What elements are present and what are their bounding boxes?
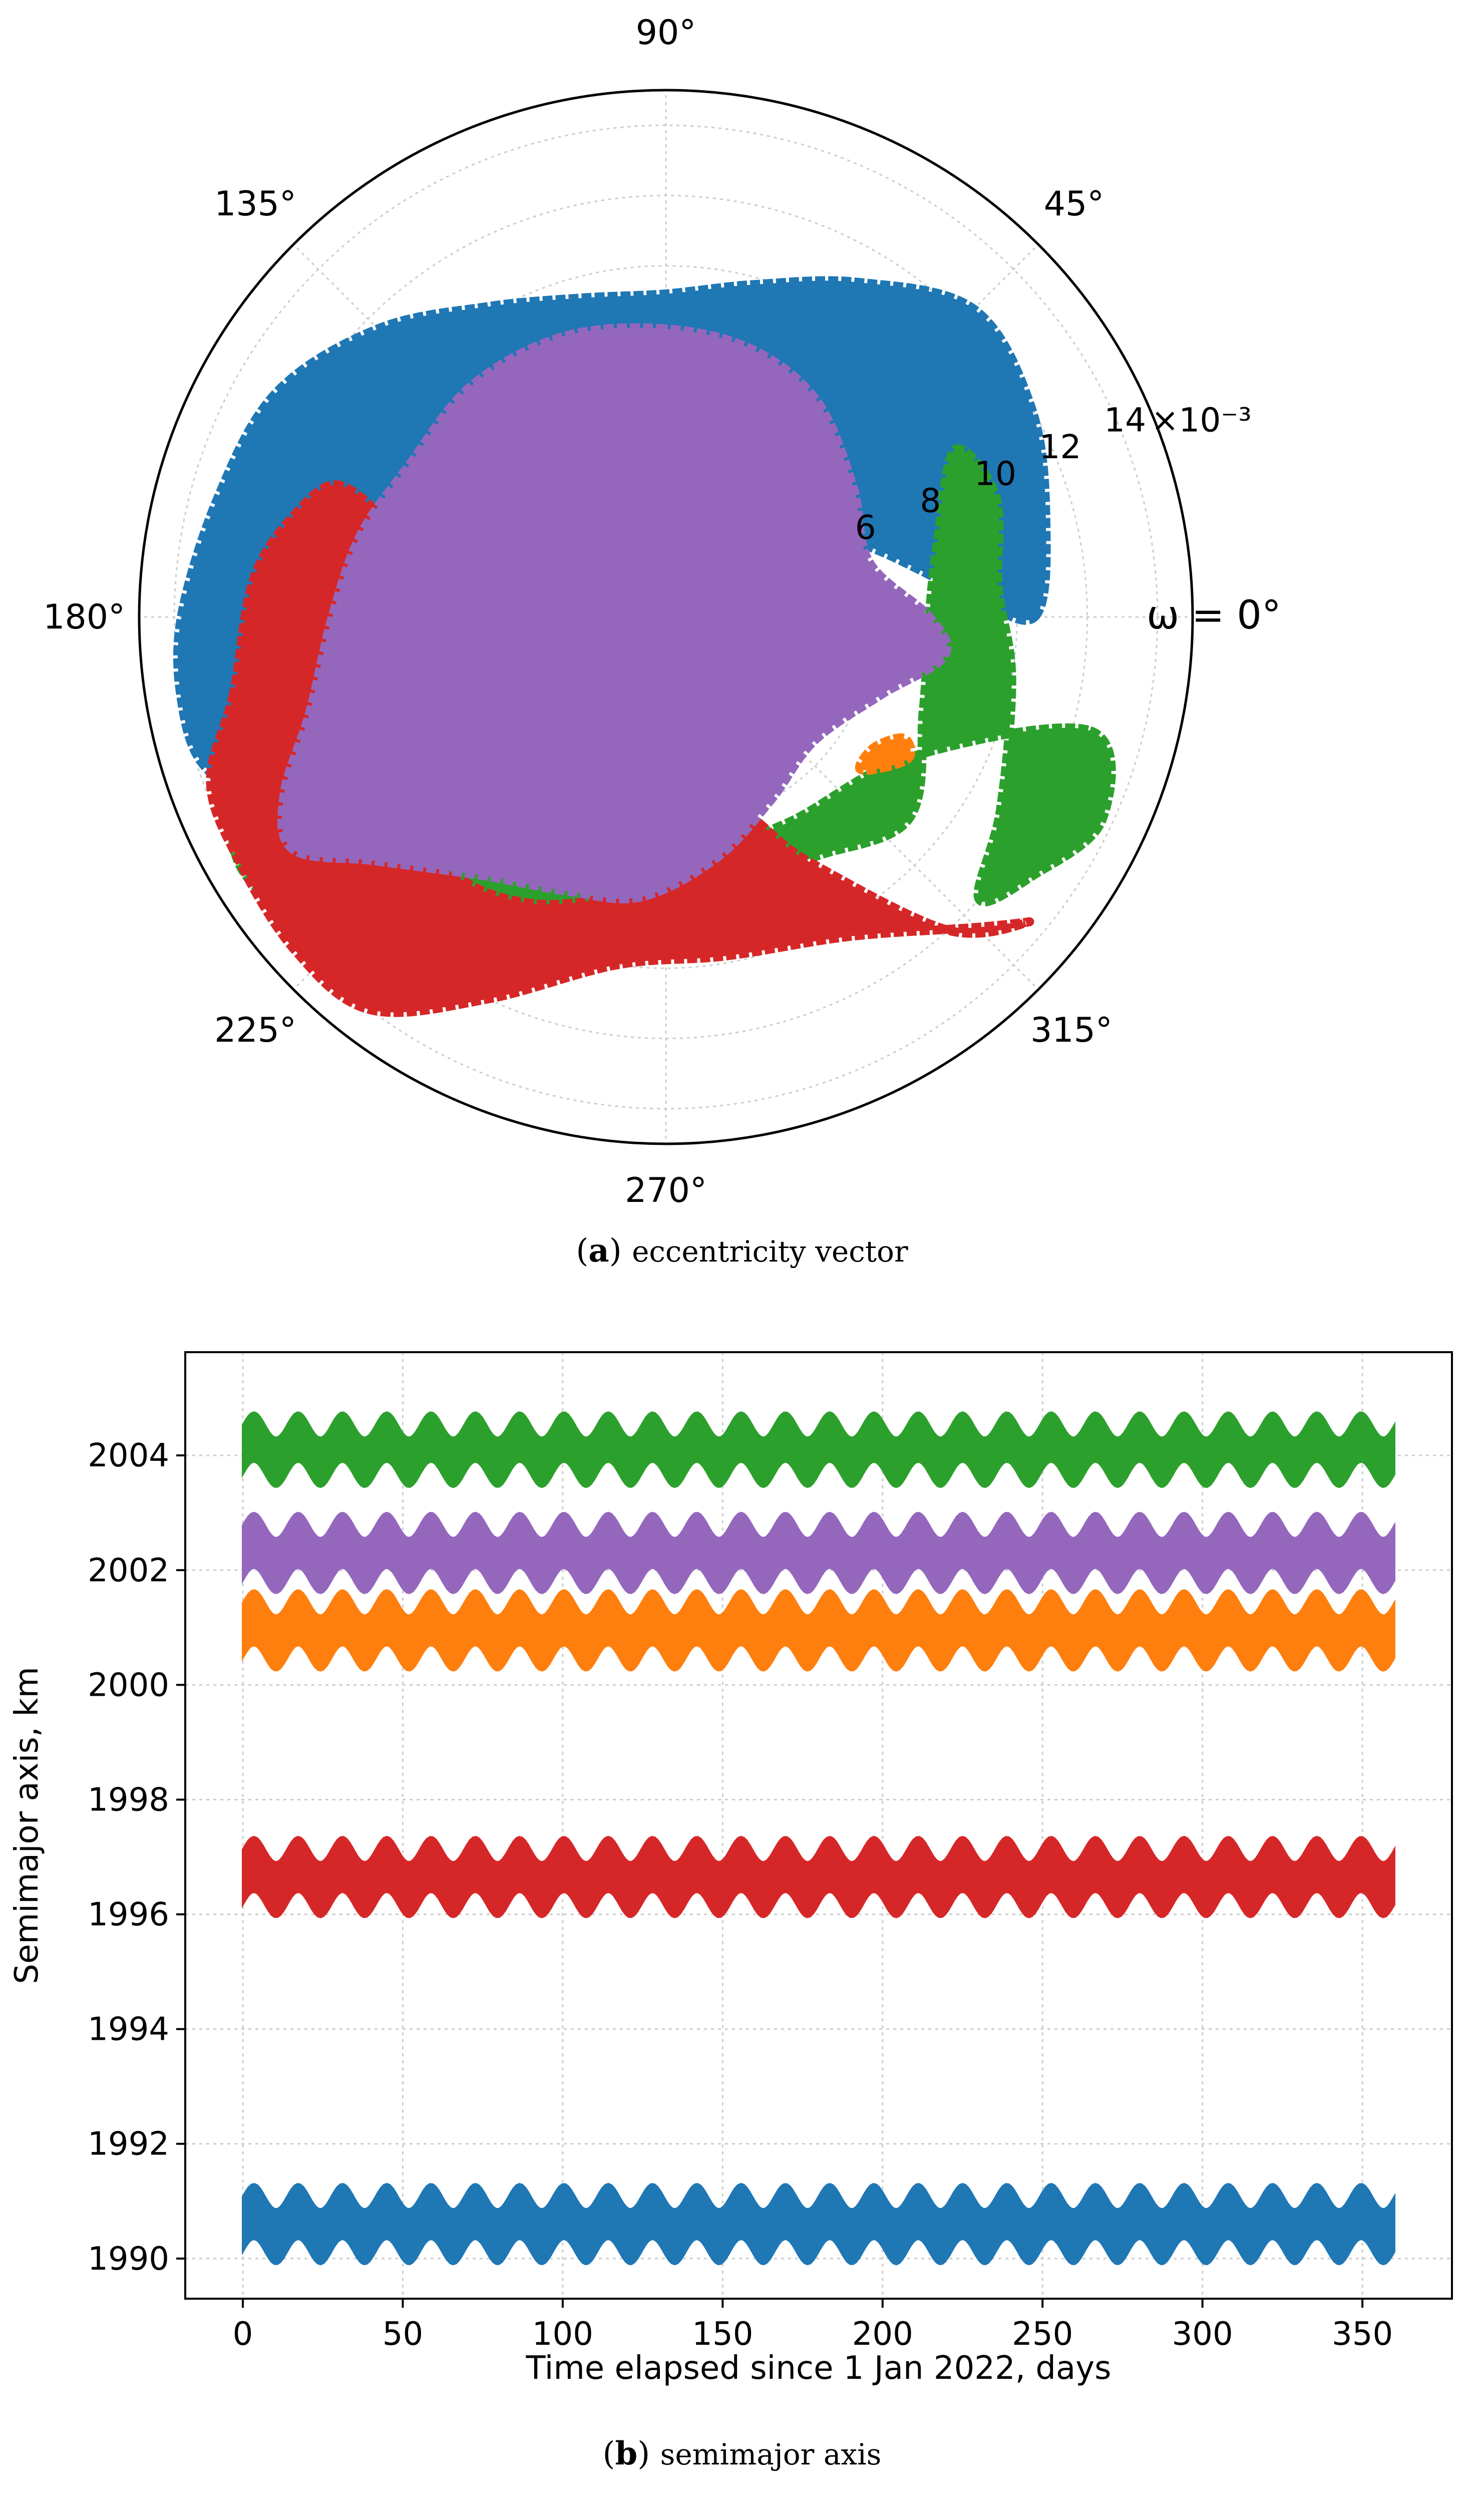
- y-tick-label: 1994: [88, 2011, 169, 2048]
- y-tick-label: 2000: [88, 1667, 169, 1704]
- x-tick-label: 350: [1332, 2316, 1393, 2353]
- polar-radial-labels: 6 8 10 12 14 ×10⁻³: [855, 401, 1252, 547]
- angle-tick-label: 315°: [1030, 1011, 1112, 1050]
- angle-tick-label: 135°: [214, 184, 296, 224]
- x-tick-label: 0: [233, 2316, 253, 2353]
- caption-a-text: eccentricity vector: [632, 1234, 908, 1269]
- caption-b: (b) semimajor axis: [602, 2435, 882, 2472]
- semimajor-axis-chart: 0 50 100 150 200 250 300 350 1990 1992 1994 1996 199…: [9, 1351, 1453, 2387]
- radial-tick-label: 12: [1039, 428, 1081, 466]
- plot-series: [242, 1411, 1395, 2266]
- series-band-2: [242, 1589, 1395, 1672]
- polar-angle-labels: ω = 0° 45° 90° 135° 180° 225° 270° 315°: [43, 13, 1281, 1210]
- y-tick-label: 1992: [88, 2126, 169, 2163]
- x-tick-label: 50: [383, 2316, 423, 2353]
- angle-tick-label: 90°: [636, 13, 696, 53]
- radial-offset-label: ×10⁻³: [1151, 401, 1252, 439]
- y-tick-label: 1996: [88, 1897, 169, 1934]
- caption-b-label: b: [615, 2435, 638, 2472]
- x-tick-label: 300: [1172, 2316, 1233, 2353]
- series-band-1: [242, 1511, 1395, 1595]
- radial-tick-label: 14: [1104, 401, 1146, 439]
- x-tick-label: 150: [692, 2316, 753, 2353]
- plot-ticks: 0 50 100 150 200 250 300 350 1990 1992 1994 1996 199…: [88, 1437, 1393, 2353]
- y-tick-label: 1990: [88, 2241, 169, 2278]
- angle-tick-label: 270°: [625, 1171, 707, 1210]
- polar-eccentricity-chart: ω = 0° 45° 90° 135° 180° 225° 270° 315° 6 8 10 12 1…: [43, 13, 1281, 1210]
- series-band-4: [242, 2183, 1395, 2266]
- angle-tick-label: 225°: [214, 1011, 296, 1050]
- plot-grid: [185, 1352, 1452, 2299]
- caption-a: (a) eccentricity vector: [576, 1232, 908, 1270]
- x-tick-label: 250: [1012, 2316, 1073, 2353]
- radial-tick-label: 8: [920, 481, 941, 520]
- angle-tick-label: ω = 0°: [1147, 593, 1281, 638]
- y-tick-label: 2004: [88, 1437, 169, 1474]
- polar-outer-frame: [138, 89, 1194, 1145]
- radial-tick-label: 10: [974, 455, 1016, 493]
- caption-a-label: a: [588, 1232, 609, 1270]
- polar-series-2: [206, 480, 1034, 1017]
- y-axis-label: Semimajor axis, km: [9, 1667, 46, 1984]
- polar-series: [173, 276, 1116, 1017]
- polar-series-4: [855, 733, 915, 775]
- y-tick-label: 2002: [88, 1552, 169, 1589]
- plot-frame: [184, 1351, 1453, 2300]
- angle-tick-label: 45°: [1044, 184, 1104, 224]
- x-axis-label: Time elapsed since 1 Jan 2022, days: [526, 2350, 1111, 2387]
- polar-series-3: [277, 323, 952, 903]
- caption-b-text: semimajor axis: [660, 2437, 882, 2471]
- x-tick-label: 200: [852, 2316, 913, 2353]
- series-band-0: [242, 1411, 1395, 1488]
- angle-tick-label: 180°: [43, 597, 125, 637]
- series-band-3: [242, 1835, 1395, 1919]
- x-tick-label: 100: [532, 2316, 593, 2353]
- radial-tick-label: 6: [855, 508, 876, 547]
- y-tick-label: 1998: [88, 1781, 169, 1818]
